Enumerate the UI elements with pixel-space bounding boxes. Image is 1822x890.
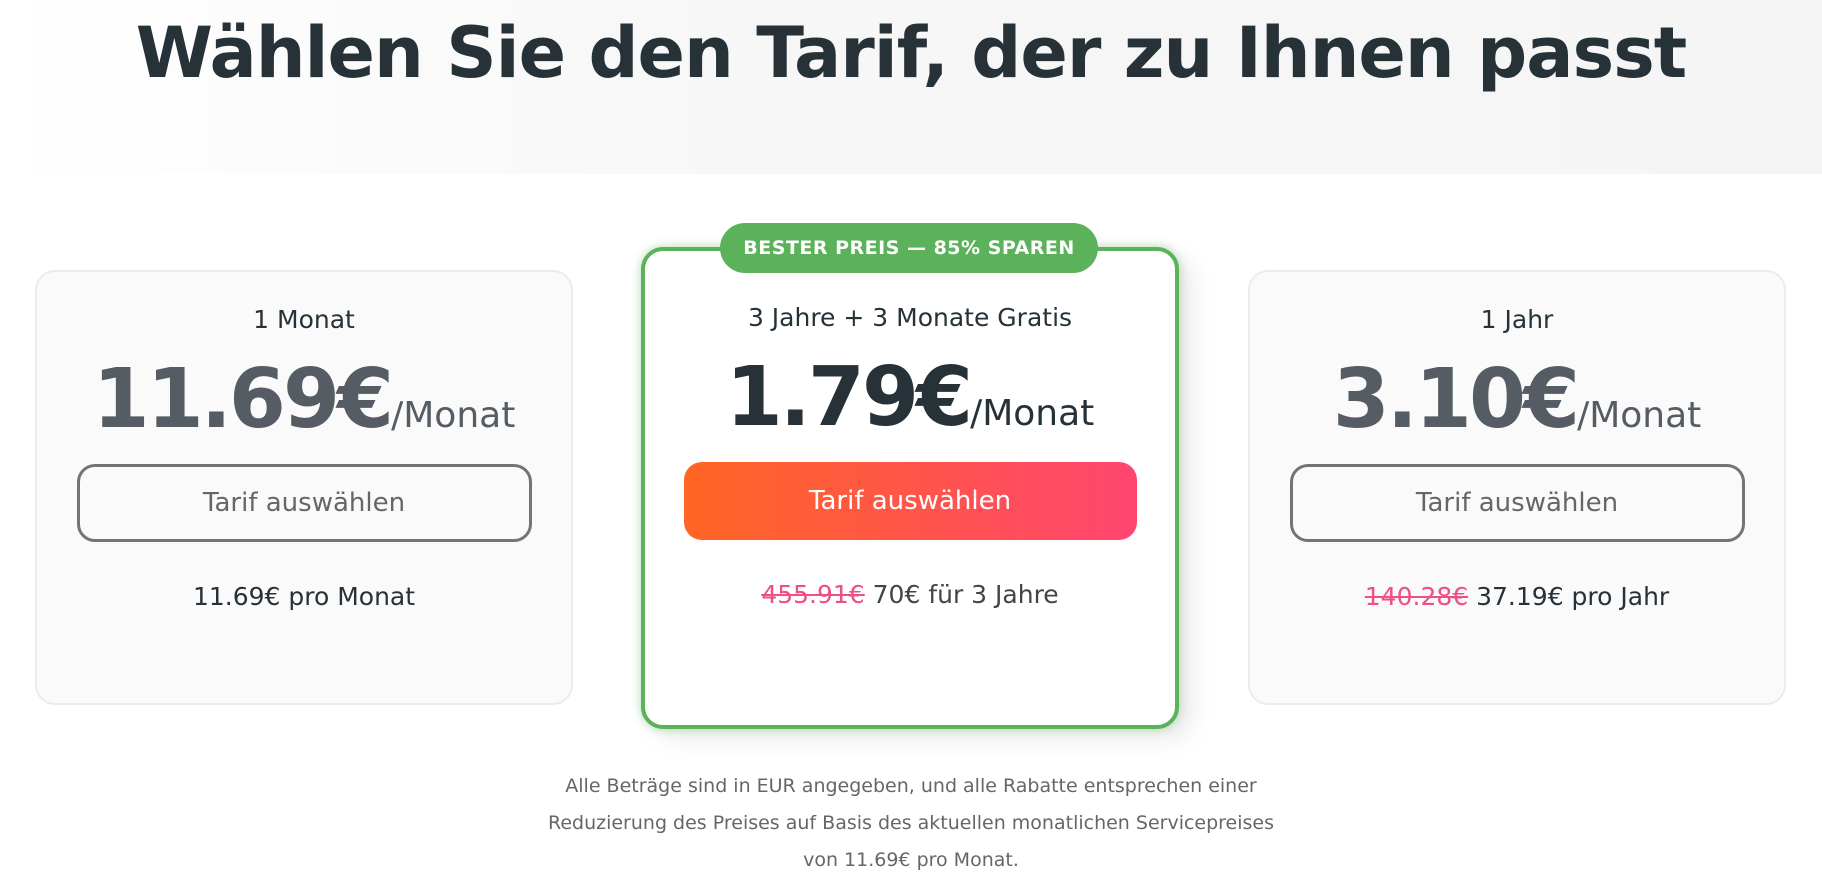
price-amount: 1.79€ bbox=[725, 350, 973, 445]
price-amount: 11.69€ bbox=[92, 352, 394, 447]
plan-name: 1 Monat bbox=[253, 305, 355, 334]
plan-price: 11.69€/Monat bbox=[37, 352, 571, 447]
select-plan-button[interactable]: Tarif auswählen bbox=[76, 464, 532, 542]
plan-card-1-month: 1 Monat 11.69€/Monat Tarif auswählen 11.… bbox=[35, 270, 573, 705]
page-title: Wählen Sie den Tarif, der zu Ihnen passt bbox=[135, 12, 1688, 94]
best-price-badge: BESTER PREIS — 85% SPAREN bbox=[720, 223, 1098, 273]
total-price: 70€ für 3 Jahre bbox=[864, 580, 1059, 609]
select-plan-button[interactable]: Tarif auswählen bbox=[683, 462, 1137, 540]
plan-price: 1.79€/Monat bbox=[645, 350, 1175, 445]
footnote-line: Reduzierung des Preises auf Basis des ak… bbox=[547, 812, 1275, 834]
footnote: Alle Beträge sind in EUR angegeben, und … bbox=[0, 768, 1822, 879]
plan-name: 1 Jahr bbox=[1480, 305, 1554, 334]
price-period: /Monat bbox=[970, 393, 1095, 434]
select-plan-button[interactable]: Tarif auswählen bbox=[1289, 464, 1745, 542]
header-band bbox=[0, 0, 1822, 174]
plan-card-3-years: 3 Jahre + 3 Monate Gratis 1.79€/Monat Ta… bbox=[641, 247, 1179, 729]
plan-total: 11.69€ pro Monat bbox=[37, 582, 571, 611]
footnote-line: Alle Beträge sind in EUR angegeben, und … bbox=[565, 775, 1257, 797]
plan-total: 455.91€ 70€ für 3 Jahre bbox=[645, 580, 1175, 609]
price-period: /Monat bbox=[391, 395, 516, 436]
price-amount: 3.10€ bbox=[1332, 352, 1580, 447]
plan-price: 3.10€/Monat bbox=[1250, 352, 1784, 447]
old-price: 140.28€ bbox=[1364, 582, 1469, 611]
footnote-line: von 11.69€ pro Monat. bbox=[803, 849, 1019, 871]
plan-total: 140.28€ 37.19€ pro Jahr bbox=[1250, 582, 1784, 611]
plan-card-1-year: 1 Jahr 3.10€/Monat Tarif auswählen 140.2… bbox=[1248, 270, 1786, 705]
price-period: /Monat bbox=[1577, 395, 1702, 436]
total-price: 11.69€ pro Monat bbox=[192, 582, 416, 611]
plan-name: 3 Jahre + 3 Monate Gratis bbox=[747, 303, 1073, 332]
old-price: 455.91€ bbox=[761, 580, 865, 609]
total-price: 37.19€ pro Jahr bbox=[1468, 582, 1670, 611]
